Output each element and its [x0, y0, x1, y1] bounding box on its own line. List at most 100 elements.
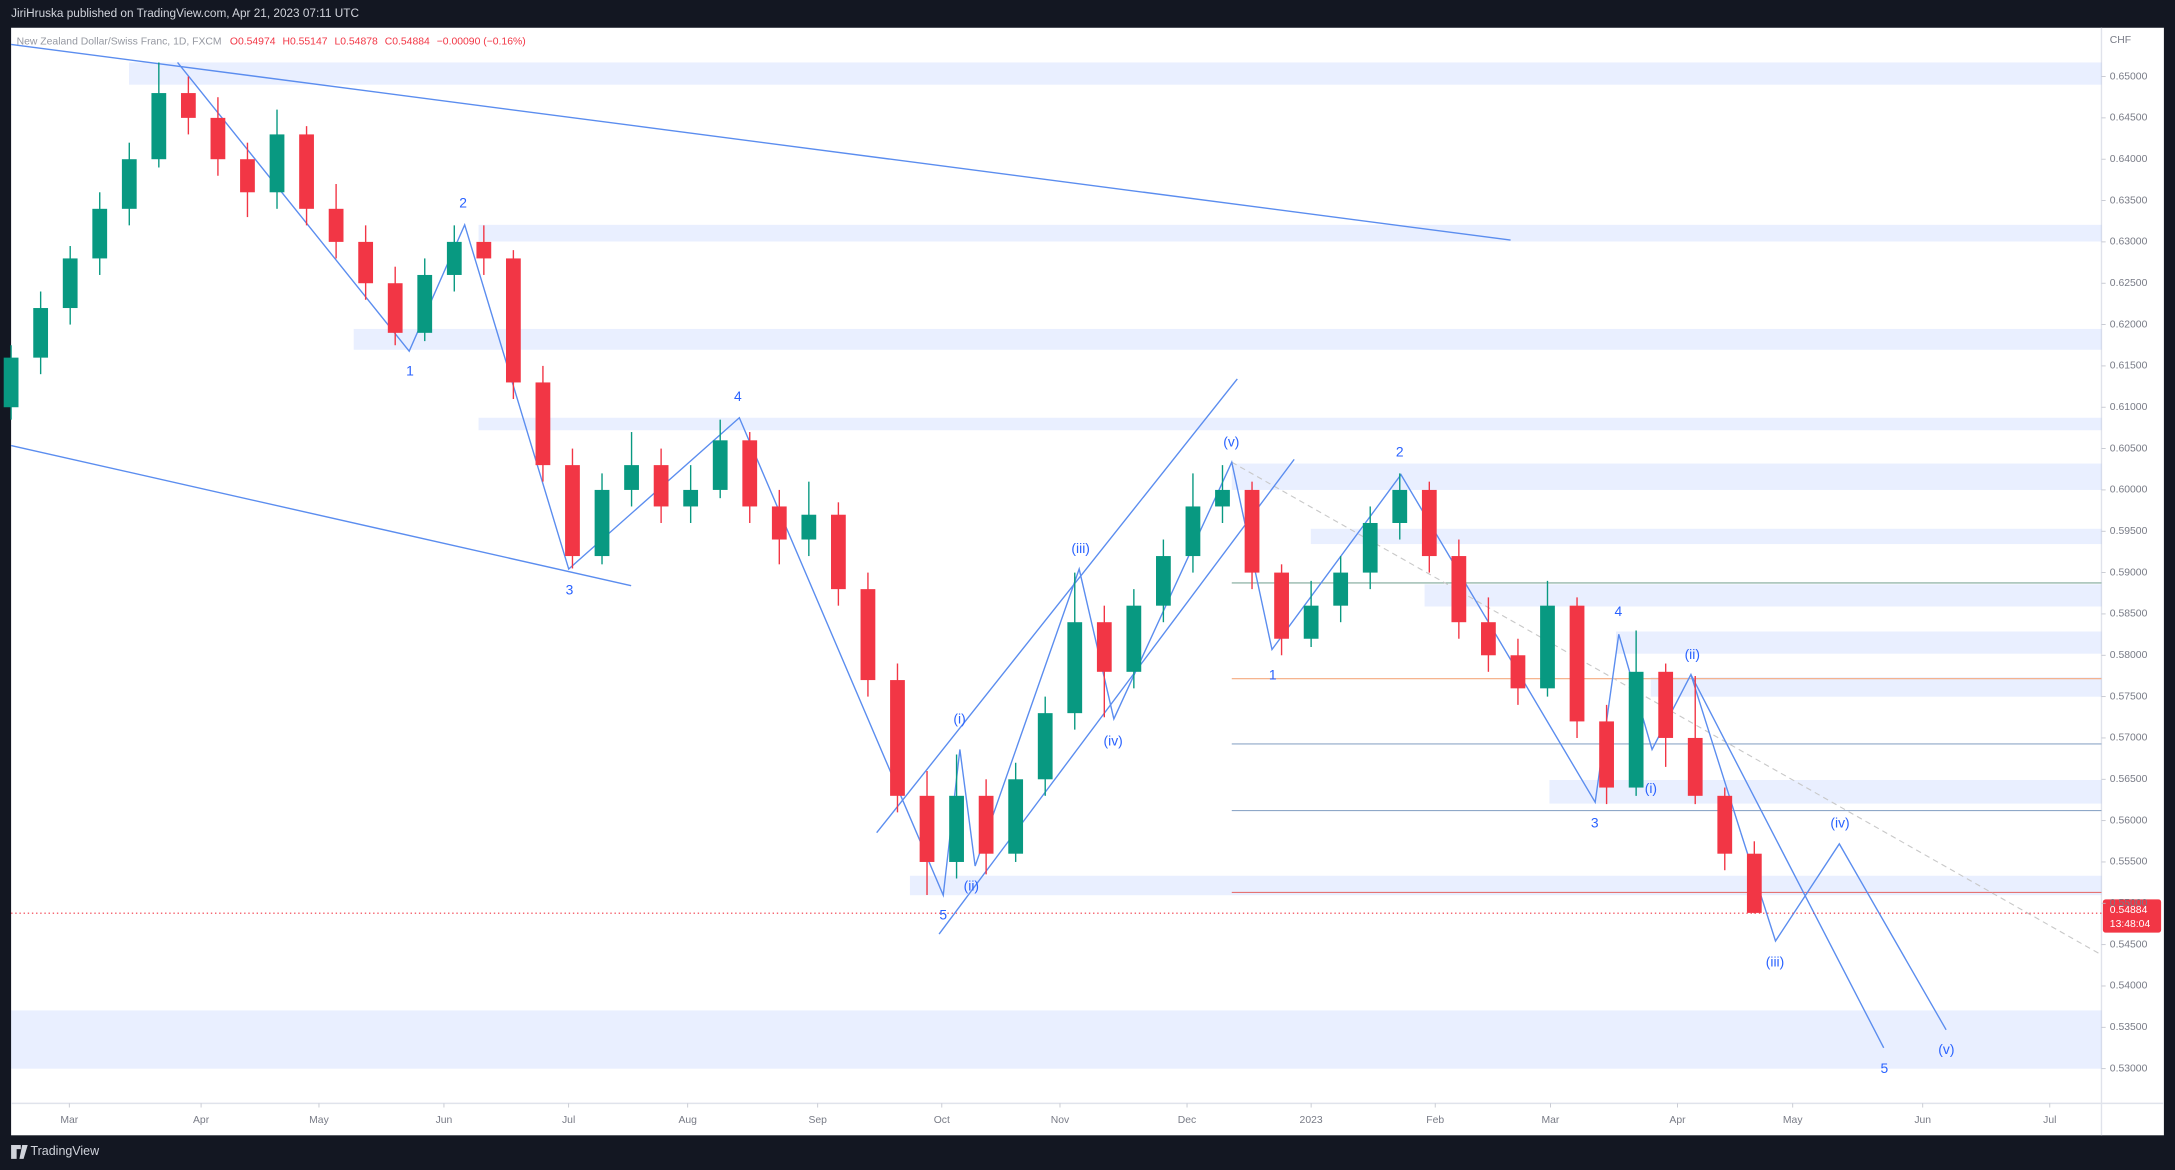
candle-body: [831, 514, 846, 590]
wave-label: (ii): [964, 877, 979, 893]
candle-body: [1333, 572, 1349, 606]
x-tick-label: Aug: [678, 1115, 697, 1126]
candle-body: [1658, 671, 1674, 738]
publisher: JiriHruska published on TradingView.com,…: [11, 7, 359, 20]
zone: [1231, 463, 2102, 490]
candle-body: [1481, 622, 1496, 656]
y-tick-label: 0.59500: [2110, 526, 2148, 537]
candle-body: [1421, 489, 1437, 557]
zones: [11, 62, 2102, 1069]
footer-brand: TradingView: [31, 1144, 101, 1158]
x-tick-label: May: [309, 1115, 329, 1126]
wave-label: 3: [566, 581, 574, 597]
candle-body: [1599, 721, 1614, 788]
candles: [3, 62, 1762, 914]
x-tick-label: Jun: [1914, 1115, 1931, 1126]
candle-body: [210, 117, 226, 160]
wave-label: (v): [1938, 1041, 1954, 1057]
chart-panel: [11, 27, 2164, 1136]
logo: [11, 1145, 28, 1159]
trend-line: [11, 43, 1511, 241]
y-tick-label: 0.57000: [2110, 733, 2148, 744]
wave-label: 1: [1269, 667, 1277, 683]
wave-label: (ii): [1685, 646, 1700, 662]
ohlc-value: O0.54974: [230, 36, 276, 47]
wave-label: 3: [1591, 815, 1599, 831]
candle-body: [683, 489, 699, 507]
candle-body: [1067, 622, 1083, 714]
ohlc-value: −0.00090 (−0.16%): [437, 36, 526, 47]
x-tick-label: Jun: [436, 1115, 453, 1126]
candle-body: [919, 795, 935, 862]
wave-label: 2: [1396, 443, 1404, 459]
candle-body: [240, 159, 255, 193]
candle-body: [890, 680, 905, 796]
zone: [478, 224, 2102, 242]
drawings: [10, 43, 1947, 1049]
candle-body: [358, 241, 374, 284]
candle-body: [33, 308, 49, 358]
y-tick-label: 0.62500: [2110, 278, 2148, 289]
y-tick-label: 0.56500: [2110, 774, 2148, 785]
y-tick-label: 0.58500: [2110, 609, 2148, 620]
y-tick-label: 0.54500: [2110, 939, 2148, 950]
last-price: 0.54884: [2110, 905, 2148, 916]
candle-body: [1156, 556, 1171, 606]
channel-line: [938, 458, 1295, 935]
wave-label: (iii): [1766, 953, 1784, 969]
wave-label: (v): [1223, 433, 1239, 449]
candle-body: [771, 506, 787, 540]
x-tick-label: Nov: [1051, 1115, 1070, 1126]
wave-label: (i): [953, 710, 965, 726]
zone: [129, 62, 2102, 85]
zone: [1310, 528, 2102, 545]
candle-body: [949, 795, 964, 862]
candle-body: [180, 93, 196, 118]
x-tick-label: Jul: [2043, 1115, 2056, 1126]
candle-body: [1215, 489, 1230, 507]
candle-body: [1628, 671, 1644, 788]
candle-body: [1037, 713, 1053, 780]
candle-body: [328, 208, 344, 242]
candle-body: [505, 258, 521, 383]
y-tick-label: 0.55000: [2110, 898, 2148, 909]
y-tick-label: 0.58000: [2110, 650, 2148, 661]
y-tick-label: 0.60500: [2110, 443, 2148, 454]
candle-body: [801, 514, 817, 540]
candle-body: [978, 795, 994, 854]
candle-body: [594, 489, 610, 557]
candle-body: [3, 357, 19, 408]
zone: [478, 417, 2102, 431]
candle-body: [860, 589, 876, 681]
x-tick-label: Dec: [1178, 1115, 1196, 1126]
zone: [1549, 780, 2102, 804]
x-tick-label: Jul: [562, 1115, 575, 1126]
wave-label: (iv): [1104, 733, 1123, 749]
y-tick-label: 0.54000: [2110, 981, 2148, 992]
x-tick-label: Mar: [1541, 1115, 1559, 1126]
ohlc-value: L0.54878: [334, 36, 378, 47]
candle-body: [624, 465, 639, 490]
zone: [909, 875, 2102, 896]
candle-body: [1185, 506, 1201, 557]
wave-label: 4: [734, 388, 742, 404]
wave-label: 5: [1880, 1060, 1888, 1076]
y-tick-label: 0.64500: [2110, 113, 2148, 124]
zone: [1650, 677, 2102, 697]
price-label-bg: [2102, 899, 2162, 933]
candle-body: [1392, 489, 1408, 523]
wave-label: 5: [939, 906, 947, 922]
candle-body: [535, 382, 551, 466]
wave-label: 2: [459, 195, 467, 211]
candle-body: [1274, 572, 1289, 639]
y-tick-label: 0.63000: [2110, 237, 2148, 248]
y-tick-label: 0.53000: [2110, 1063, 2148, 1074]
candle-body: [1569, 605, 1585, 722]
y-tick-label: 0.59000: [2110, 567, 2148, 578]
candle-body: [1510, 655, 1526, 689]
candle-body: [151, 93, 167, 160]
projection: [1690, 674, 1885, 1049]
trend-line: [10, 444, 632, 587]
candle-body: [446, 241, 462, 275]
